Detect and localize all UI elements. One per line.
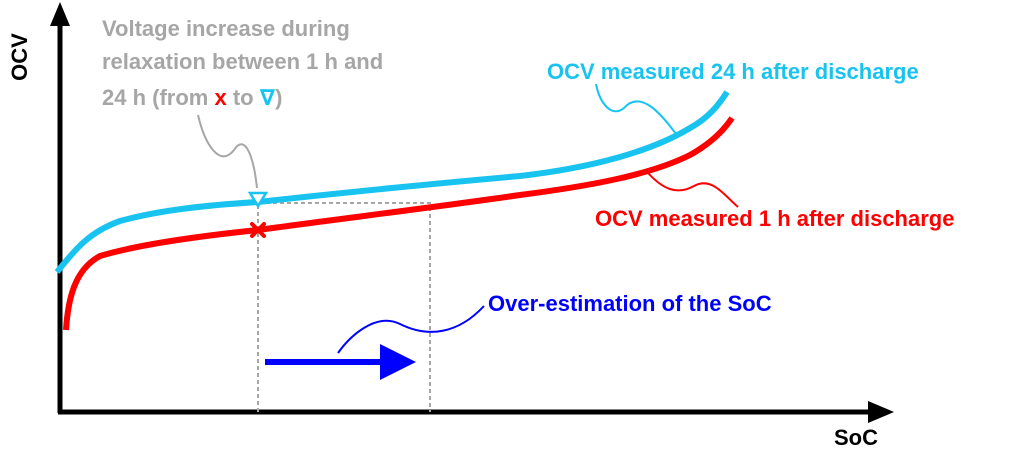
overestimation-label: Over-estimation of the SoC <box>488 291 772 316</box>
relaxation-note-suffix: ) <box>275 85 282 110</box>
relaxation-note-line2: relaxation between 1 h and <box>102 49 383 74</box>
relaxation-note-mid: to <box>227 85 260 110</box>
x-axis-arrowhead <box>868 401 894 423</box>
ocv-1h-curve <box>63 116 735 331</box>
ocv-1h-label: OCV measured 1 h after discharge <box>595 206 954 231</box>
ocv-1h-leader <box>647 172 739 208</box>
overestimation-leader <box>337 305 485 354</box>
relaxation-leader <box>197 114 258 189</box>
relaxation-note-line3: 24 h (from x to ∇) <box>102 85 282 110</box>
guide-box <box>257 202 431 412</box>
x-marker <box>250 222 266 238</box>
ocv-24h-curve <box>54 90 730 274</box>
ocv-24h-label: OCV measured 24 h after discharge <box>547 59 919 84</box>
y-axis-label: OCV <box>7 33 32 81</box>
relaxation-note-line1: Voltage increase during <box>102 16 350 41</box>
y-axis-arrowhead <box>50 2 70 26</box>
x-axis-label: SoC <box>834 425 878 450</box>
relaxation-x-symbol: x <box>214 85 227 110</box>
relaxation-note-prefix: 24 h (from <box>102 85 214 110</box>
ocv-24h-leader <box>595 83 677 135</box>
relaxation-triangle-symbol: ∇ <box>260 85 276 110</box>
triangle-marker <box>247 191 269 209</box>
